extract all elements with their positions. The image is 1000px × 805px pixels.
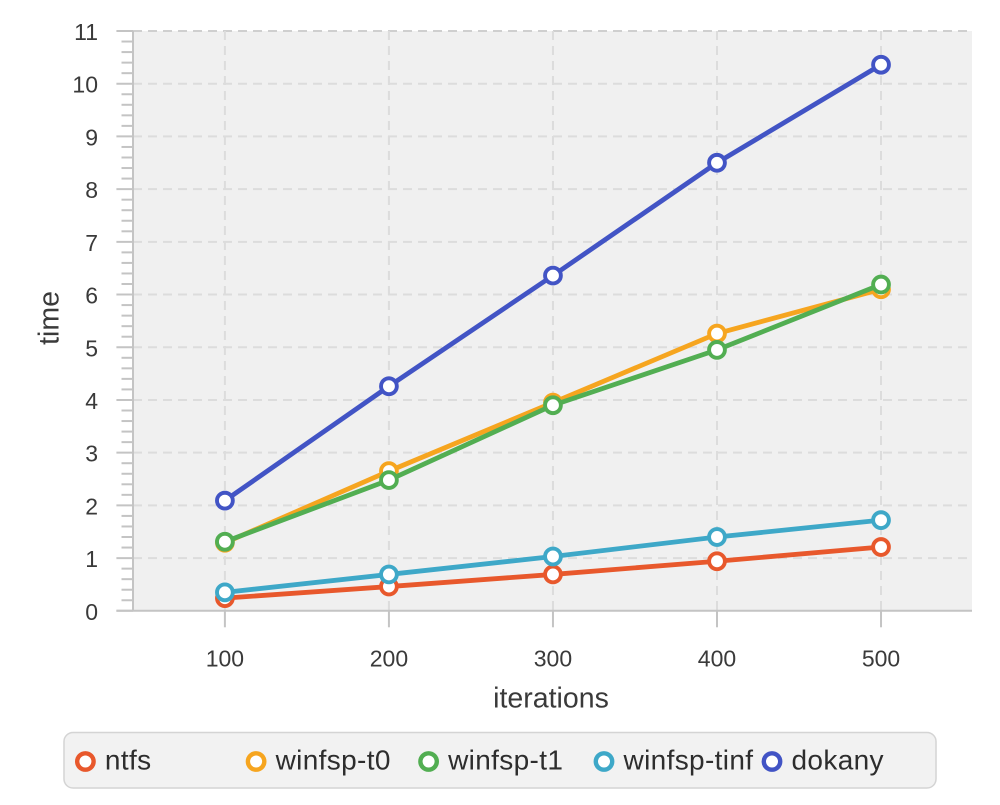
- svg-text:6: 6: [85, 283, 98, 309]
- svg-text:8: 8: [85, 177, 98, 203]
- svg-text:300: 300: [534, 646, 572, 672]
- svg-text:winfsp-t1: winfsp-t1: [447, 745, 563, 776]
- svg-text:200: 200: [370, 646, 408, 672]
- svg-text:dokany: dokany: [792, 745, 884, 776]
- svg-text:9: 9: [85, 124, 98, 150]
- svg-text:100: 100: [206, 646, 244, 672]
- svg-text:ntfs: ntfs: [105, 745, 152, 776]
- svg-text:11: 11: [74, 19, 98, 45]
- svg-text:7: 7: [85, 230, 98, 256]
- svg-text:winfsp-tinf: winfsp-tinf: [623, 745, 754, 776]
- svg-text:10: 10: [72, 72, 98, 98]
- svg-text:500: 500: [862, 646, 900, 672]
- svg-text:winfsp-t0: winfsp-t0: [275, 745, 391, 776]
- svg-text:2: 2: [85, 493, 98, 519]
- svg-text:1: 1: [85, 546, 98, 572]
- svg-text:4: 4: [85, 388, 98, 414]
- svg-text:400: 400: [698, 646, 736, 672]
- svg-text:3: 3: [85, 441, 98, 467]
- svg-text:5: 5: [85, 335, 98, 361]
- svg-text:time: time: [34, 291, 66, 345]
- svg-text:iterations: iterations: [493, 683, 609, 715]
- svg-text:0: 0: [85, 599, 98, 625]
